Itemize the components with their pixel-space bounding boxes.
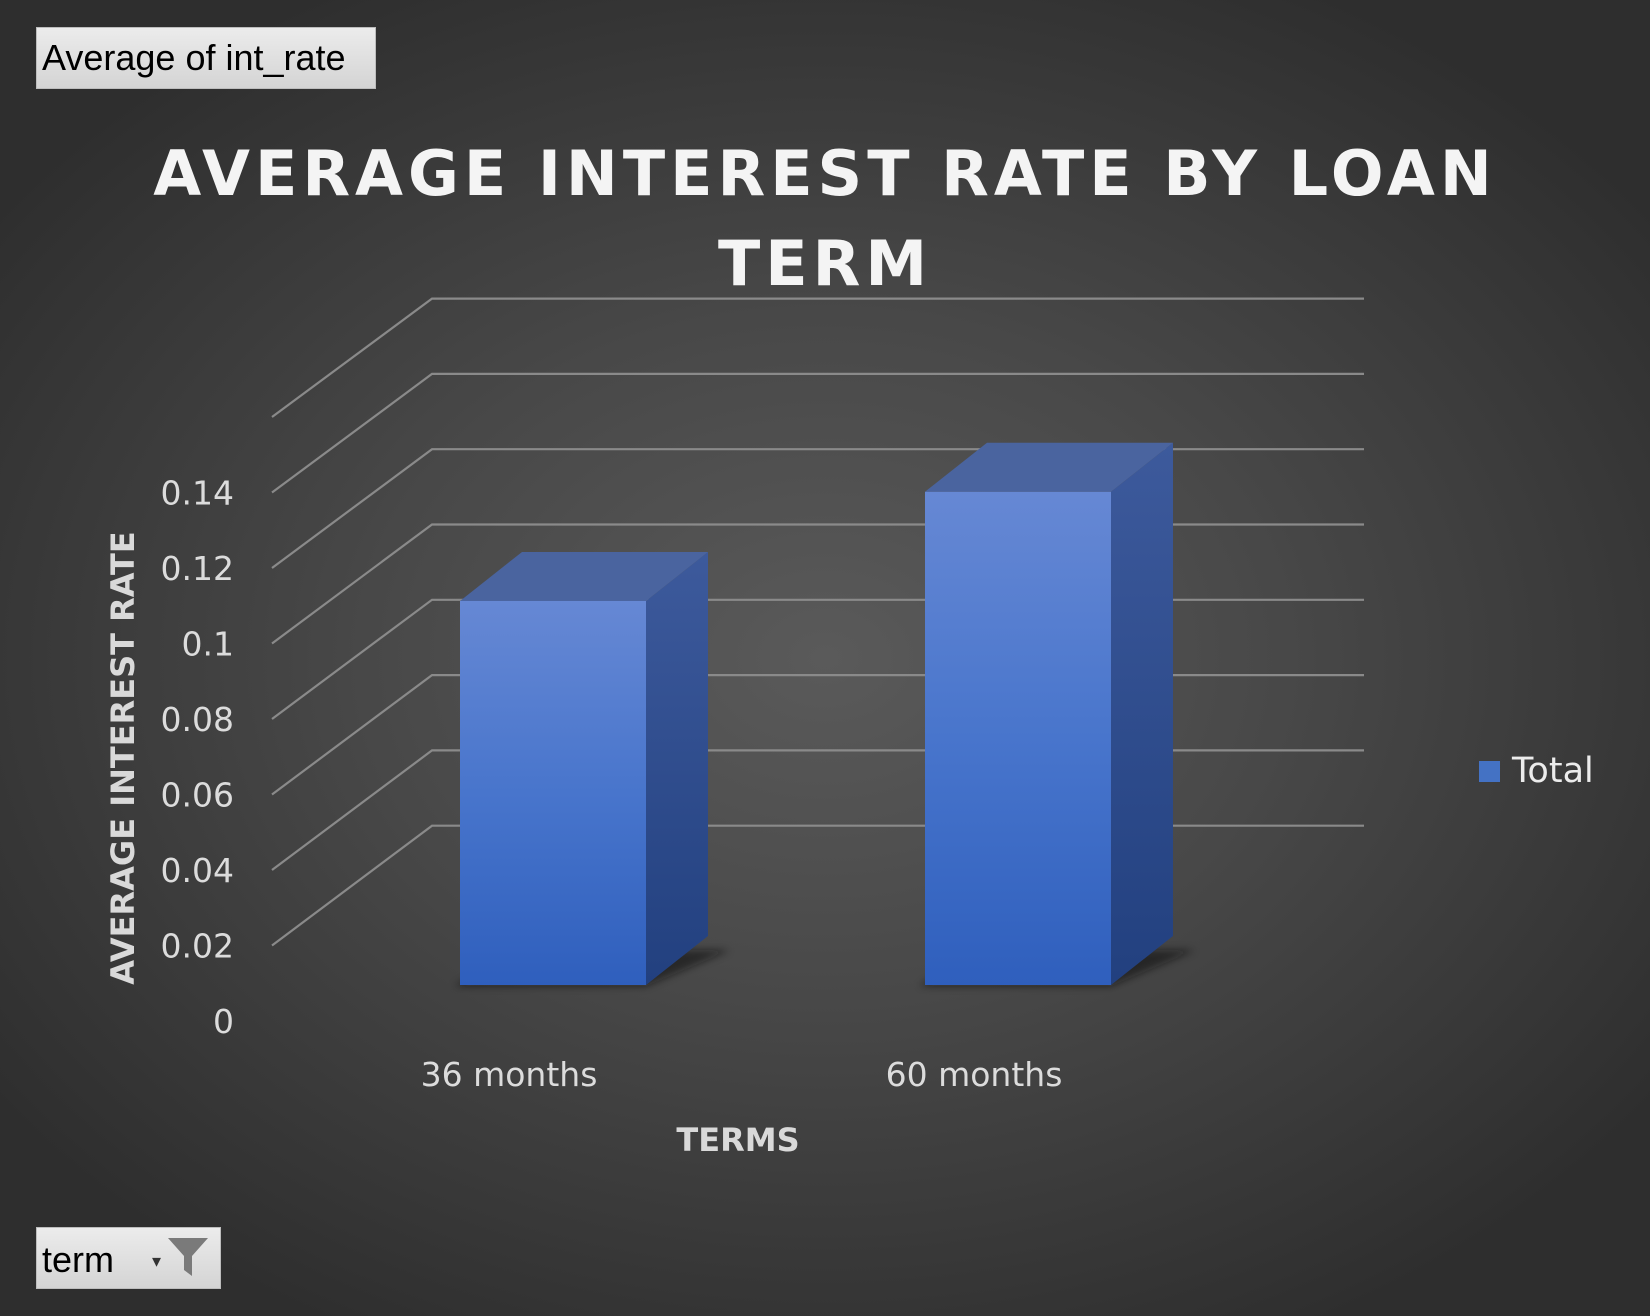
y-tick-label: 0.08 [161, 700, 234, 739]
y-tick-label: 0.04 [161, 851, 234, 890]
filter-funnel-icon [168, 1238, 208, 1276]
gridline [271, 824, 1364, 947]
bar [925, 491, 1111, 985]
y-axis-ticks: 0 0.02 0.04 0.06 0.08 0.1 0.12 0.14 [161, 474, 234, 1042]
y-tick-label: 0.02 [161, 927, 234, 966]
chart-title-line-2: TERM [718, 227, 932, 300]
x-tick-label: 36 months [421, 1055, 598, 1094]
y-tick-label: 0 [213, 1002, 234, 1041]
gridline [271, 749, 1364, 871]
bar-top [925, 442, 1173, 492]
y-tick-label: 0.06 [161, 776, 234, 815]
legend-swatch [1479, 761, 1500, 782]
x-axis-ticks: 36 months 60 months [421, 1055, 1063, 1094]
bars [454, 442, 1195, 986]
y-tick-label: 0.12 [161, 549, 234, 588]
y-axis-title: AVERAGE INTEREST RATE [104, 531, 142, 984]
x-tick-label: 60 months [886, 1055, 1063, 1094]
gridline [271, 372, 1364, 494]
legend: Total [1479, 751, 1594, 791]
chart-title-line-1: AVERAGE INTEREST RATE BY LOAN [153, 137, 1497, 210]
gridline [271, 523, 1364, 645]
gridline [271, 598, 1364, 720]
gridline [271, 673, 1364, 796]
term-filter-button[interactable]: term ▾ [36, 1227, 221, 1289]
x-axis-title: TERMS [676, 1121, 799, 1159]
bar-top [460, 551, 708, 601]
bar-side [1111, 442, 1173, 985]
dropdown-caret-icon: ▾ [152, 1251, 162, 1271]
bar [460, 600, 646, 985]
legend-label: Total [1511, 751, 1594, 791]
gridlines [271, 297, 1364, 947]
value-field-label: Average of int_rate [42, 37, 346, 78]
term-filter-label: term [42, 1239, 114, 1280]
gridline [271, 297, 1364, 418]
gridline [271, 448, 1364, 569]
y-tick-label: 0.14 [161, 474, 234, 513]
y-tick-label: 0.1 [182, 625, 234, 664]
value-field-button[interactable]: Average of int_rate [36, 27, 376, 89]
bar-side [646, 551, 708, 985]
